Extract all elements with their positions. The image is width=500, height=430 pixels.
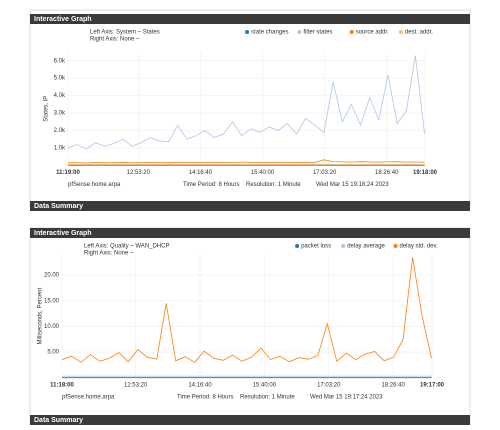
timestamp: Wed Mar 15 19:18:24 2023 [316, 182, 389, 188]
x-tick-label: 12:53:20 [127, 170, 151, 176]
y-tick-label: 15.00 [44, 298, 60, 304]
y-tick-label: 20.00 [44, 273, 60, 279]
panel [29, 9, 471, 207]
resolution: Resolution: 1 Minute [246, 182, 301, 188]
y-tick-label: 10.00 [44, 324, 60, 330]
x-tick-label: 11:19:00 [56, 170, 80, 176]
period: Time Period: 8 Hours [183, 182, 239, 188]
panel-title: Interactive Graph [34, 16, 92, 23]
legend-label: delay std. dev. [400, 244, 439, 250]
y-axis-label: Milliseconds, Percent [38, 287, 44, 344]
x-tick-label: 14:16:40 [188, 382, 212, 388]
summary-title: Data Summary [34, 203, 83, 210]
legend-label: packet loss [301, 244, 331, 250]
legend-dot [295, 244, 300, 248]
x-tick-label: 12:53:20 [124, 382, 148, 388]
summary-title: Data Summary [34, 417, 83, 424]
x-tick-label: 18:26:40 [375, 170, 399, 176]
legend-dot [341, 244, 346, 248]
summary-header [30, 415, 470, 425]
series-line [61, 257, 432, 363]
legend-label: source addr. [356, 30, 389, 36]
legend-dot [297, 30, 302, 34]
legend-dot [349, 30, 354, 34]
x-tick-label: 19:18:00 [413, 170, 438, 176]
y-tick-label: 5.0k [54, 76, 66, 82]
x-tick-label: 11:18:00 [50, 382, 74, 388]
x-tick-label: 15:40:00 [253, 382, 277, 388]
legend-label: dest. addr. [405, 30, 433, 36]
left-axis-caption: Left Axis: Quality – WAN_DHCP [84, 244, 169, 250]
legend-dot [393, 244, 398, 248]
right-axis-caption: Right Axis: None – [84, 251, 134, 257]
y-tick-label: 6.0k [54, 58, 66, 64]
panel-header [30, 14, 470, 24]
legend-dot [398, 30, 403, 34]
x-tick-label: 15:40:00 [251, 170, 275, 176]
panel-header [30, 228, 470, 238]
resolution: Resolution: 1 Minute [240, 394, 295, 400]
series-line [67, 159, 425, 164]
right-axis-caption: Right Axis: None – [90, 37, 140, 43]
y-tick-label: 2.0k [54, 128, 66, 134]
timestamp: Wed Mar 15 19:17:24 2023 [310, 394, 383, 400]
legend-label: delay average [347, 244, 385, 250]
left-axis-caption: Left Axis: System – States [90, 30, 160, 36]
panel [29, 227, 471, 425]
y-tick-label: 3.0k [54, 111, 66, 117]
period: Time Period: 8 Hours [177, 394, 233, 400]
x-tick-label: 14:16:40 [189, 170, 213, 176]
series-line [67, 55, 425, 150]
y-axis-label: States, IP [44, 96, 50, 122]
legend-label: state changes [251, 30, 288, 36]
y-tick-label: 5.00 [47, 350, 59, 356]
legend-label: filter states [303, 30, 332, 36]
x-tick-label: 17:03:20 [317, 382, 341, 388]
legend-dot [245, 30, 250, 34]
x-tick-label: 19:17:00 [420, 382, 445, 388]
x-tick-label: 17:03:20 [313, 170, 337, 176]
x-tick-label: 18:26:40 [381, 382, 405, 388]
panel-title: Interactive Graph [34, 230, 92, 237]
summary-header [30, 201, 470, 211]
y-tick-label: 4.0k [54, 93, 66, 99]
y-tick-label: 1.0k [54, 146, 66, 152]
host: pfSense.home.arpa [68, 182, 121, 188]
host: pfSense.home.arpa [62, 394, 115, 400]
